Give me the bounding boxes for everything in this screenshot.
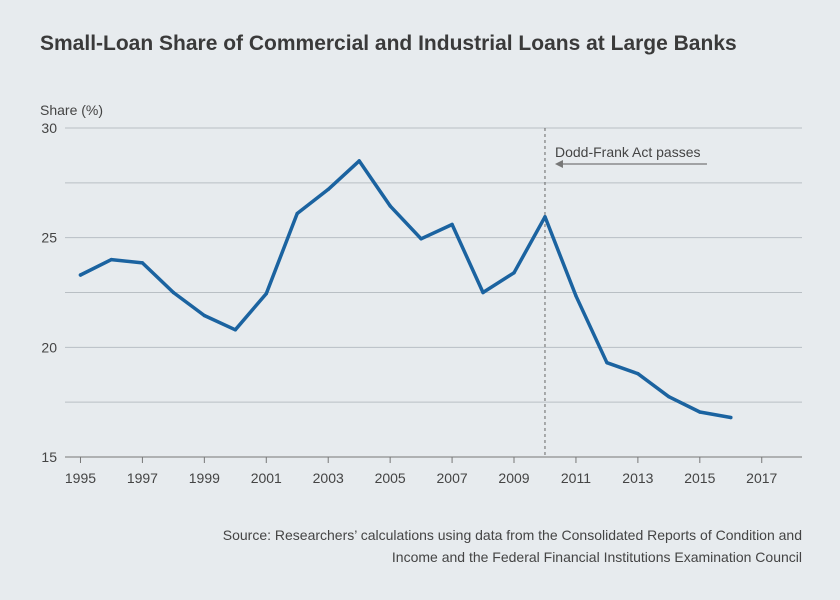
x-tick-label: 1997 <box>127 470 158 486</box>
data-point <box>202 313 207 318</box>
data-point <box>636 371 640 376</box>
source-note: Source: Researchers’ calculations using … <box>222 527 802 565</box>
data-point <box>481 290 485 295</box>
x-tick-label: 2003 <box>313 470 344 486</box>
data-point <box>512 271 516 275</box>
annotation: Dodd-Frank Act passes <box>544 128 707 457</box>
x-axis-ticks: 1995 1997 1999 2001 2003 2005 2007 2009 2011 2013… <box>65 457 778 486</box>
x-tick-label: 2001 <box>251 470 282 486</box>
x-tick-label: 2013 <box>622 470 653 486</box>
x-tick-label: 2007 <box>437 470 468 486</box>
data-point <box>264 291 268 296</box>
data-point <box>295 211 299 216</box>
data-point <box>326 187 330 192</box>
y-tick-label: 15 <box>41 449 57 465</box>
x-tick-label: 2011 <box>561 470 591 486</box>
data-point <box>450 222 454 227</box>
data-point <box>543 215 547 219</box>
data-point <box>357 159 361 163</box>
data-point <box>233 328 238 332</box>
x-tick-label: 2005 <box>375 470 406 486</box>
y-tick-label: 25 <box>41 230 57 246</box>
data-point <box>140 261 145 265</box>
series-group <box>78 159 733 420</box>
annotation-arrow-head <box>554 160 563 168</box>
line-chart: Share (%) 15 20 25 30 1995 1997 1999 2001 2003 2… <box>40 102 802 486</box>
y-axis-ticks: 15 20 25 30 <box>41 120 57 465</box>
y-axis-label: Share (%) <box>40 102 103 118</box>
data-point <box>605 360 609 365</box>
data-point <box>171 290 176 295</box>
gridlines <box>65 127 802 458</box>
annotation-label: Dodd-Frank Act passes <box>555 144 701 160</box>
series-line <box>78 159 733 420</box>
data-point <box>78 273 83 277</box>
data-point <box>388 204 392 208</box>
y-tick-label: 30 <box>41 120 57 136</box>
x-tick-label: 2017 <box>746 470 777 486</box>
y-tick-label: 20 <box>41 339 57 355</box>
data-point <box>574 294 578 298</box>
data-point <box>667 394 671 399</box>
chart-title: Small-Loan Share of Commercial and Indus… <box>40 32 737 55</box>
data-point <box>109 257 114 262</box>
data-point <box>698 410 702 414</box>
x-tick-label: 2009 <box>498 470 529 486</box>
data-point <box>419 237 423 241</box>
x-tick-label: 1999 <box>189 470 220 486</box>
x-tick-label: 1995 <box>65 470 96 486</box>
x-tick-label: 2015 <box>684 470 715 486</box>
data-point <box>729 415 733 420</box>
